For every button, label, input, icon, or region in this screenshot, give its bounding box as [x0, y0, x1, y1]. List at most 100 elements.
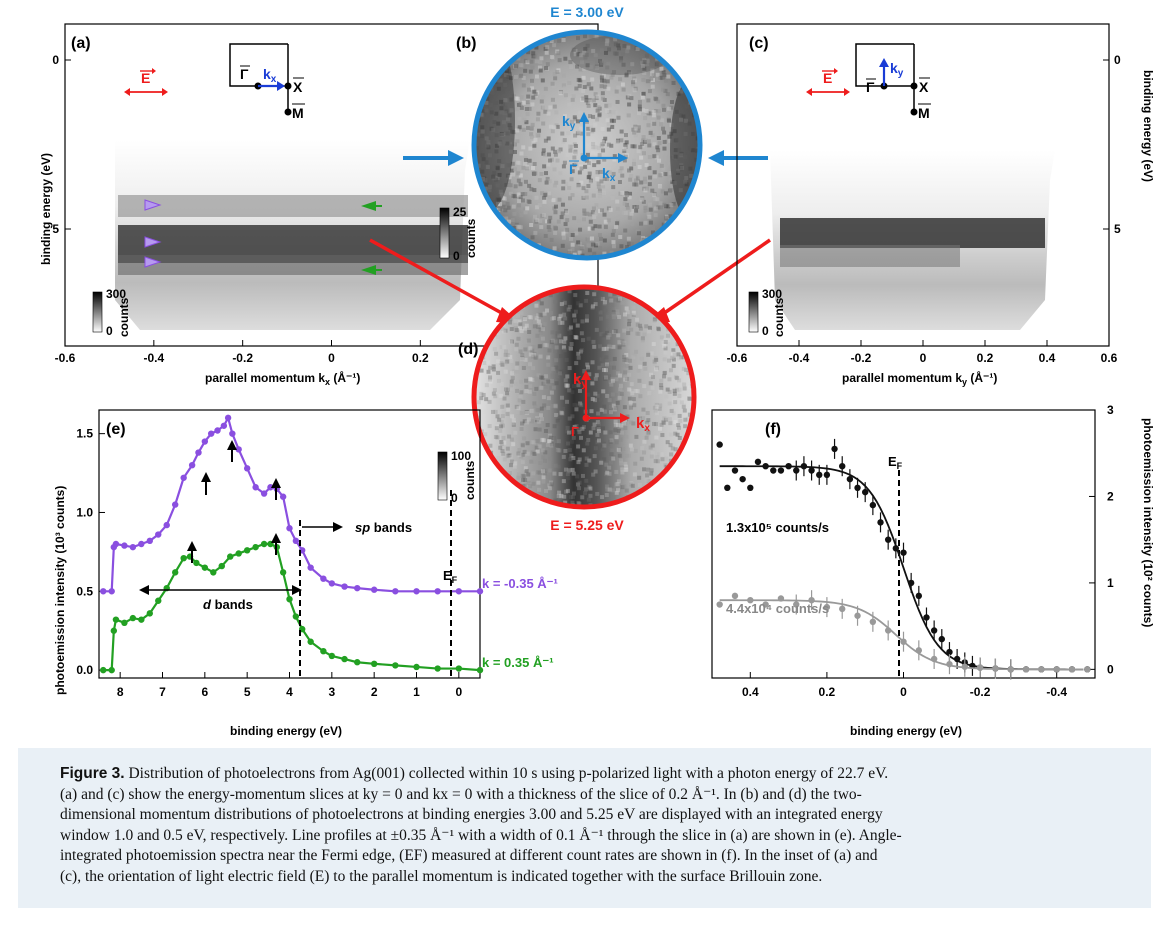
panel-f-ef: E	[888, 454, 897, 469]
panel-f-xlabel: binding energy (eV)	[850, 724, 962, 738]
panel-d-label: (d)	[458, 341, 478, 358]
panel-e-label: (e)	[106, 421, 126, 438]
f-data-point	[953, 655, 961, 663]
momentum-tick-label: -0.2	[851, 351, 872, 365]
inset-k-a: k	[263, 66, 271, 82]
marker-purple-2	[144, 236, 162, 248]
e-y-tick-label: 0.0	[76, 663, 93, 677]
f-data-point	[900, 549, 907, 556]
panel-e-ef: E	[443, 568, 452, 583]
panel-c-x-ticks: -0.6 -0.4 -0.2 0 0.2 0.4 0.6	[727, 340, 1118, 365]
panel-c-xlabel-unit: (Å⁻¹)	[967, 370, 997, 385]
panel-b-scale-unit: counts	[464, 218, 478, 258]
f-data-point	[846, 475, 854, 483]
svg-text:EF: EF	[888, 454, 903, 471]
e-data-point	[252, 543, 259, 551]
panel-f-label: (f)	[765, 421, 781, 438]
panel-e-sp-rest: bands	[370, 520, 412, 535]
momentum-tick-label: -0.4	[143, 351, 164, 365]
panel-e-y-ticks: 0.0 0.5 1.0 1.5	[76, 427, 105, 677]
f-data-point	[808, 596, 815, 604]
e-data-point	[307, 638, 314, 645]
panel-b-title: E = 3.00 eV	[550, 4, 624, 20]
f-data-point	[800, 462, 808, 470]
e-data-point	[121, 542, 128, 549]
e-data-point	[252, 484, 259, 491]
f-data-point	[938, 635, 945, 643]
momentum-tick-label: 0.2	[977, 351, 994, 365]
e-data-point	[227, 553, 234, 560]
svg-text:ky: ky	[573, 371, 587, 390]
e-data-point	[110, 627, 118, 634]
f-data-point	[869, 501, 877, 509]
panel-e-series-green-label: k = 0.35 Å⁻¹	[482, 655, 554, 670]
e-y-tick-label: 1.0	[76, 505, 93, 519]
e-data-point	[341, 655, 348, 663]
panel-d-title: E = 5.25 eV	[550, 517, 624, 533]
caption-line-1: Figure 3. Distribution of photoelectrons…	[60, 764, 1135, 785]
momentum-tick-label: 0.2	[412, 351, 429, 365]
e-data-point	[214, 427, 221, 434]
panel-f-y-ticks: 0 1 2 3	[1089, 403, 1114, 676]
momentum-tick-label: -0.6	[727, 351, 748, 365]
e-x-tick-label: 1	[413, 685, 420, 699]
panel-b-circle	[471, 29, 703, 261]
marker-purple-3	[144, 256, 162, 268]
e-x-tick-label: 6	[201, 685, 208, 699]
panel-d-scale-max: 100	[451, 449, 471, 463]
e-data-point	[188, 461, 196, 469]
momentum-tick-label: 0	[920, 351, 927, 365]
f-data-point	[1022, 666, 1030, 673]
e-data-point	[279, 493, 287, 500]
panel-b-scale-max: 25	[453, 205, 467, 219]
f-data-point	[762, 601, 769, 608]
svg-text:kx: kx	[263, 66, 277, 85]
panel-e-x-ticks: 8 7 6 5 4 3 2 1 0	[117, 672, 462, 699]
e-data-point	[112, 616, 120, 623]
marker-green-2	[361, 265, 376, 275]
panel-a-band-upper	[118, 195, 468, 217]
panel-e-sp-italic: sp	[355, 520, 370, 535]
e-data-point	[235, 446, 242, 453]
e-data-point	[146, 537, 153, 545]
e-data-point	[260, 540, 268, 548]
e-data-point	[163, 521, 170, 529]
f-data-point	[907, 579, 915, 587]
marker-green-1	[361, 201, 376, 211]
e-data-point	[210, 569, 217, 576]
e-data-point	[413, 588, 420, 595]
f-data-point	[839, 462, 846, 470]
panel-c: (c) E Γ ky X M 300 0 counts 05 bind	[727, 23, 1155, 387]
svg-text:ky: ky	[562, 113, 576, 132]
e-data-point	[193, 559, 200, 567]
panel-c-scale-min: 0	[762, 324, 769, 338]
f-data-point	[1053, 666, 1060, 673]
e-data-point	[243, 547, 251, 554]
f-data-point	[808, 467, 815, 474]
f-data-point	[976, 664, 984, 671]
energy-tick-label-a: 5	[52, 222, 59, 236]
f-data-point	[747, 596, 754, 604]
f-data-point	[854, 484, 861, 492]
panel-d-colorscale	[437, 451, 448, 501]
f-data-point	[823, 603, 831, 611]
inset-m-c: M	[918, 105, 930, 121]
e-x-tick-label: 7	[159, 685, 166, 699]
panel-e-d-italic: d	[203, 597, 212, 612]
svg-text:sp bands: sp bands	[355, 520, 412, 535]
e-data-point	[220, 422, 228, 429]
caption-text-1: Distribution of photoelectrons from Ag(0…	[124, 765, 889, 782]
energy-tick-label-c: 0	[1114, 53, 1121, 67]
f-data-point	[793, 601, 800, 608]
e-data-point	[392, 588, 399, 595]
inset-x-a: X	[293, 79, 303, 95]
e-x-tick-label: 2	[371, 685, 378, 699]
e-data-point	[286, 595, 293, 603]
e-data-point	[201, 564, 209, 571]
panel-e-peak-arrows	[187, 440, 281, 563]
panel-d-ky-sub: y	[581, 379, 587, 390]
inset-k-c: k	[890, 60, 898, 76]
momentum-tick-label: -0.2	[232, 351, 253, 365]
svg-text:d bands: d bands	[203, 597, 253, 612]
f-y-tick-label: 1	[1107, 576, 1114, 590]
